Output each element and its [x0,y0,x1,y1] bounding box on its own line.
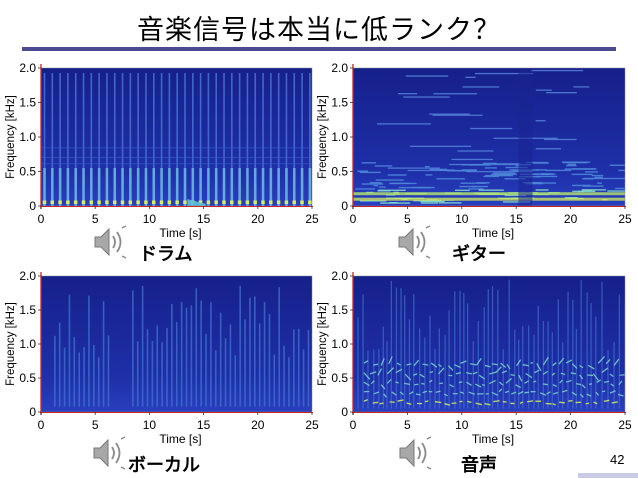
x-tick-label: 0 [350,418,357,432]
x-tick-label: 20 [251,212,265,226]
y-tick-label: 1.0 [19,337,36,351]
y-tick-label: 1.5 [331,303,348,317]
x-tick-label: 10 [143,418,157,432]
y-tick-label: 1.0 [331,337,348,351]
x-tick-label: 10 [455,418,469,432]
spectrogram-panel: 0 5 10 15 20 25 0 0.5 1.0 1.5 2.0 Time [s] Frequency… [317,61,632,240]
title-underline [22,47,616,51]
spectrogram-panel: 0 5 10 15 20 25 0 0.5 1.0 1.5 2.0 Time [s] Frequency… [5,61,319,240]
x-tick-label: 0 [38,418,45,432]
x-tick-label: 5 [404,212,411,226]
y-tick-label: 1.0 [331,130,348,144]
spectrogram-texture [54,285,310,407]
x-tick-label: 15 [197,212,211,226]
x-tick-label: 25 [305,212,319,226]
x-axis-label: Time [s] [159,432,201,446]
spectrogram-background [353,276,625,412]
speaker-icon[interactable] [397,225,433,259]
y-tick-label: 1.5 [19,303,36,317]
x-tick-label: 25 [618,212,632,226]
x-axis-label: Time [s] [159,226,201,240]
label-guitar: ギター [452,244,506,265]
y-tick-label: 2.0 [19,61,36,75]
label-drums: ドラム [139,244,193,265]
spectrogram-panel: 0 5 10 15 20 25 0 0.5 1.0 1.5 2.0 Time [s] Frequency… [5,269,319,446]
speaker-icon[interactable] [398,436,434,470]
y-axis-label: Frequency [kHz] [5,302,17,386]
speaker-icon[interactable] [92,436,128,470]
x-tick-label: 0 [38,212,45,226]
x-tick-label: 15 [510,418,524,432]
label-vocal: ボーカル [128,455,200,476]
x-tick-label: 5 [92,212,99,226]
y-axis-label: Frequency [kHz] [317,302,329,386]
spectrogram-texture [357,279,625,409]
x-tick-label: 10 [143,212,157,226]
x-tick-label: 20 [564,418,578,432]
x-tick-label: 0 [350,212,357,226]
y-tick-label: 0 [29,405,36,419]
x-tick-label: 5 [404,418,411,432]
y-tick-label: 0.5 [331,371,348,385]
spectrogram-texture [353,68,625,206]
y-tick-label: 0 [29,199,36,213]
y-tick-label: 0.5 [331,165,348,179]
x-tick-label: 25 [305,418,319,432]
x-tick-label: 15 [510,212,524,226]
x-axis-label: Time [s] [472,226,514,240]
x-tick-label: 20 [251,418,265,432]
x-tick-label: 15 [197,418,211,432]
y-tick-label: 0.5 [19,371,36,385]
y-tick-label: 1.5 [19,96,36,110]
label-speech: 音声 [461,455,497,476]
y-tick-label: 2.0 [19,269,36,283]
y-tick-label: 1.5 [331,96,348,110]
x-tick-label: 20 [564,212,578,226]
y-tick-label: 0 [341,405,348,419]
speaker-icon[interactable] [93,225,129,259]
y-axis-label: Frequency [kHz] [5,95,17,179]
spectrogram-panel: 0 5 10 15 20 25 0 0.5 1.0 1.5 2.0 Time [s] Frequency… [317,269,632,446]
y-tick-label: 2.0 [331,269,348,283]
y-tick-label: 2.0 [331,61,348,75]
corner-decoration [578,473,638,478]
spectrogram-texture [41,73,312,206]
slide-title: 音楽信号は本当に低ランク？ [137,15,501,46]
x-tick-label: 25 [618,418,632,432]
x-tick-label: 5 [92,418,99,432]
x-axis-label: Time [s] [472,432,514,446]
y-axis-label: Frequency [kHz] [317,95,329,179]
slide-number: 42 [610,452,625,467]
y-tick-label: 0 [341,199,348,213]
y-tick-label: 1.0 [19,130,36,144]
x-tick-label: 10 [455,212,469,226]
y-tick-label: 0.5 [19,165,36,179]
